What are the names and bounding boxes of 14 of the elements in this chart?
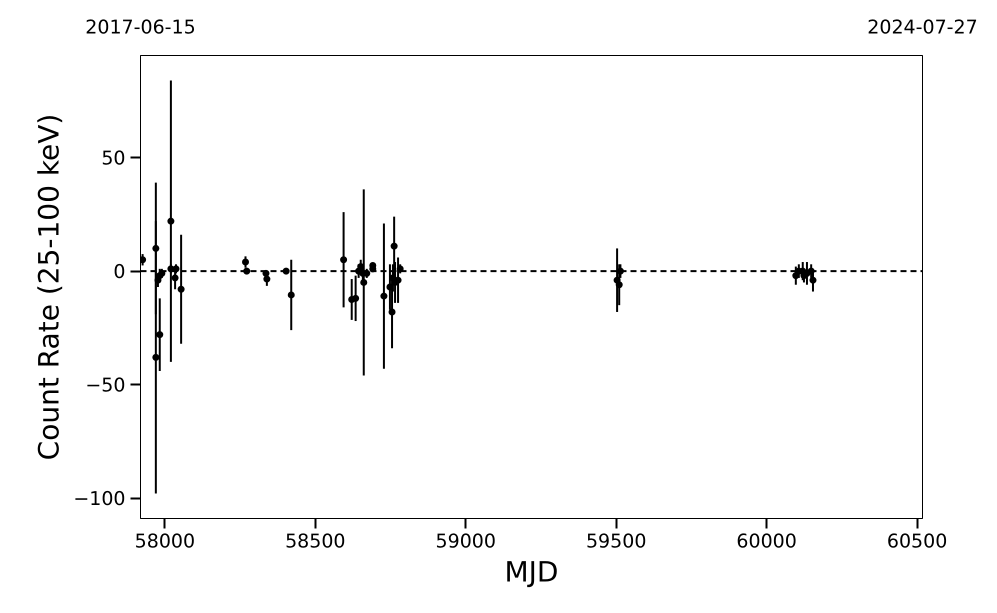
x-tick-label: 60500 (886, 530, 948, 552)
y-tick-label: 0 (113, 261, 126, 284)
x-tick-label: 58500 (285, 530, 346, 552)
x-tick-label: 60000 (736, 530, 797, 552)
x-tick-label: 59500 (586, 530, 646, 552)
y-tick-label: 50 (101, 148, 126, 170)
x2-tick-label: 2024-07-27 (867, 16, 978, 38)
x-tick-label: 59000 (436, 530, 496, 552)
x2-tick-label: 2017-06-15 (85, 16, 196, 38)
y-tick-label: −50 (85, 374, 126, 397)
x-tick-label: 58000 (134, 530, 196, 552)
x-axis-title: MJD (504, 556, 558, 588)
y-axis-title: Count Rate (25-100 keV) (32, 114, 66, 460)
y-tick-label: −100 (73, 488, 126, 510)
